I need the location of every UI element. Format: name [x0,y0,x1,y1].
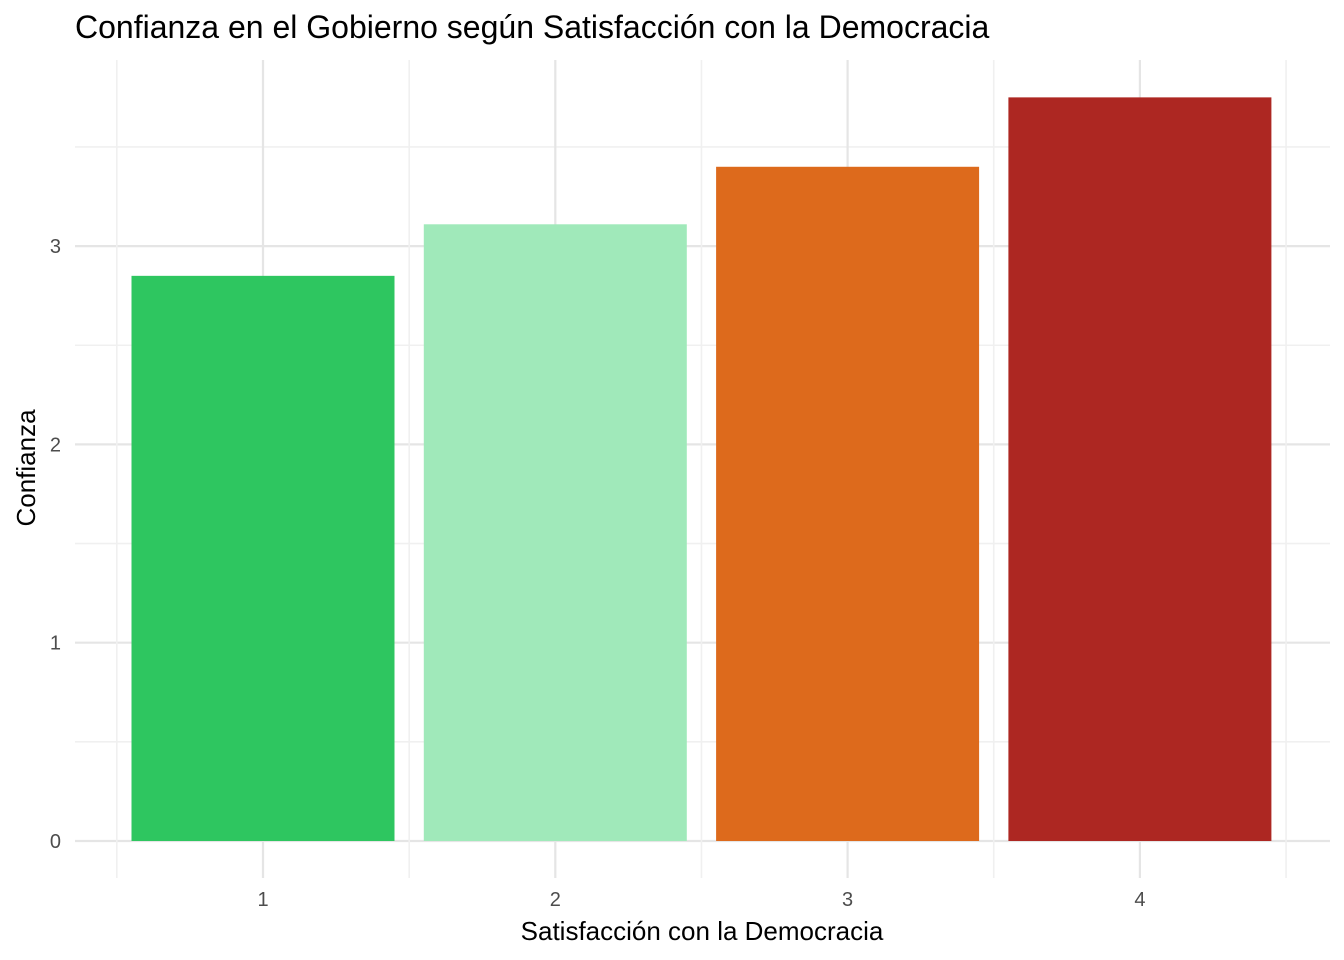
bar-4 [1008,97,1272,841]
x-tick-label: 4 [1134,889,1145,911]
y-tick-label: 3 [50,236,61,258]
y-tick-label: 1 [50,633,61,655]
y-axis-title: Confianza [11,409,41,527]
x-tick-label: 2 [550,889,561,911]
y-axis-ticks: 0 1 2 3 [50,236,61,853]
x-tick-label: 1 [257,889,268,911]
x-axis-title: Satisfacción con la Democracia [521,916,884,946]
bar-3 [716,166,980,841]
bar-1 [131,275,395,842]
x-axis-ticks: 1 2 3 4 [257,889,1145,911]
bar-2 [423,224,687,842]
x-tick-label: 3 [842,889,853,911]
y-tick-label: 2 [50,434,61,456]
y-tick-label: 0 [50,831,61,853]
bars-group [131,97,1272,842]
chart-title: Confianza en el Gobierno según Satisfacc… [75,9,990,45]
